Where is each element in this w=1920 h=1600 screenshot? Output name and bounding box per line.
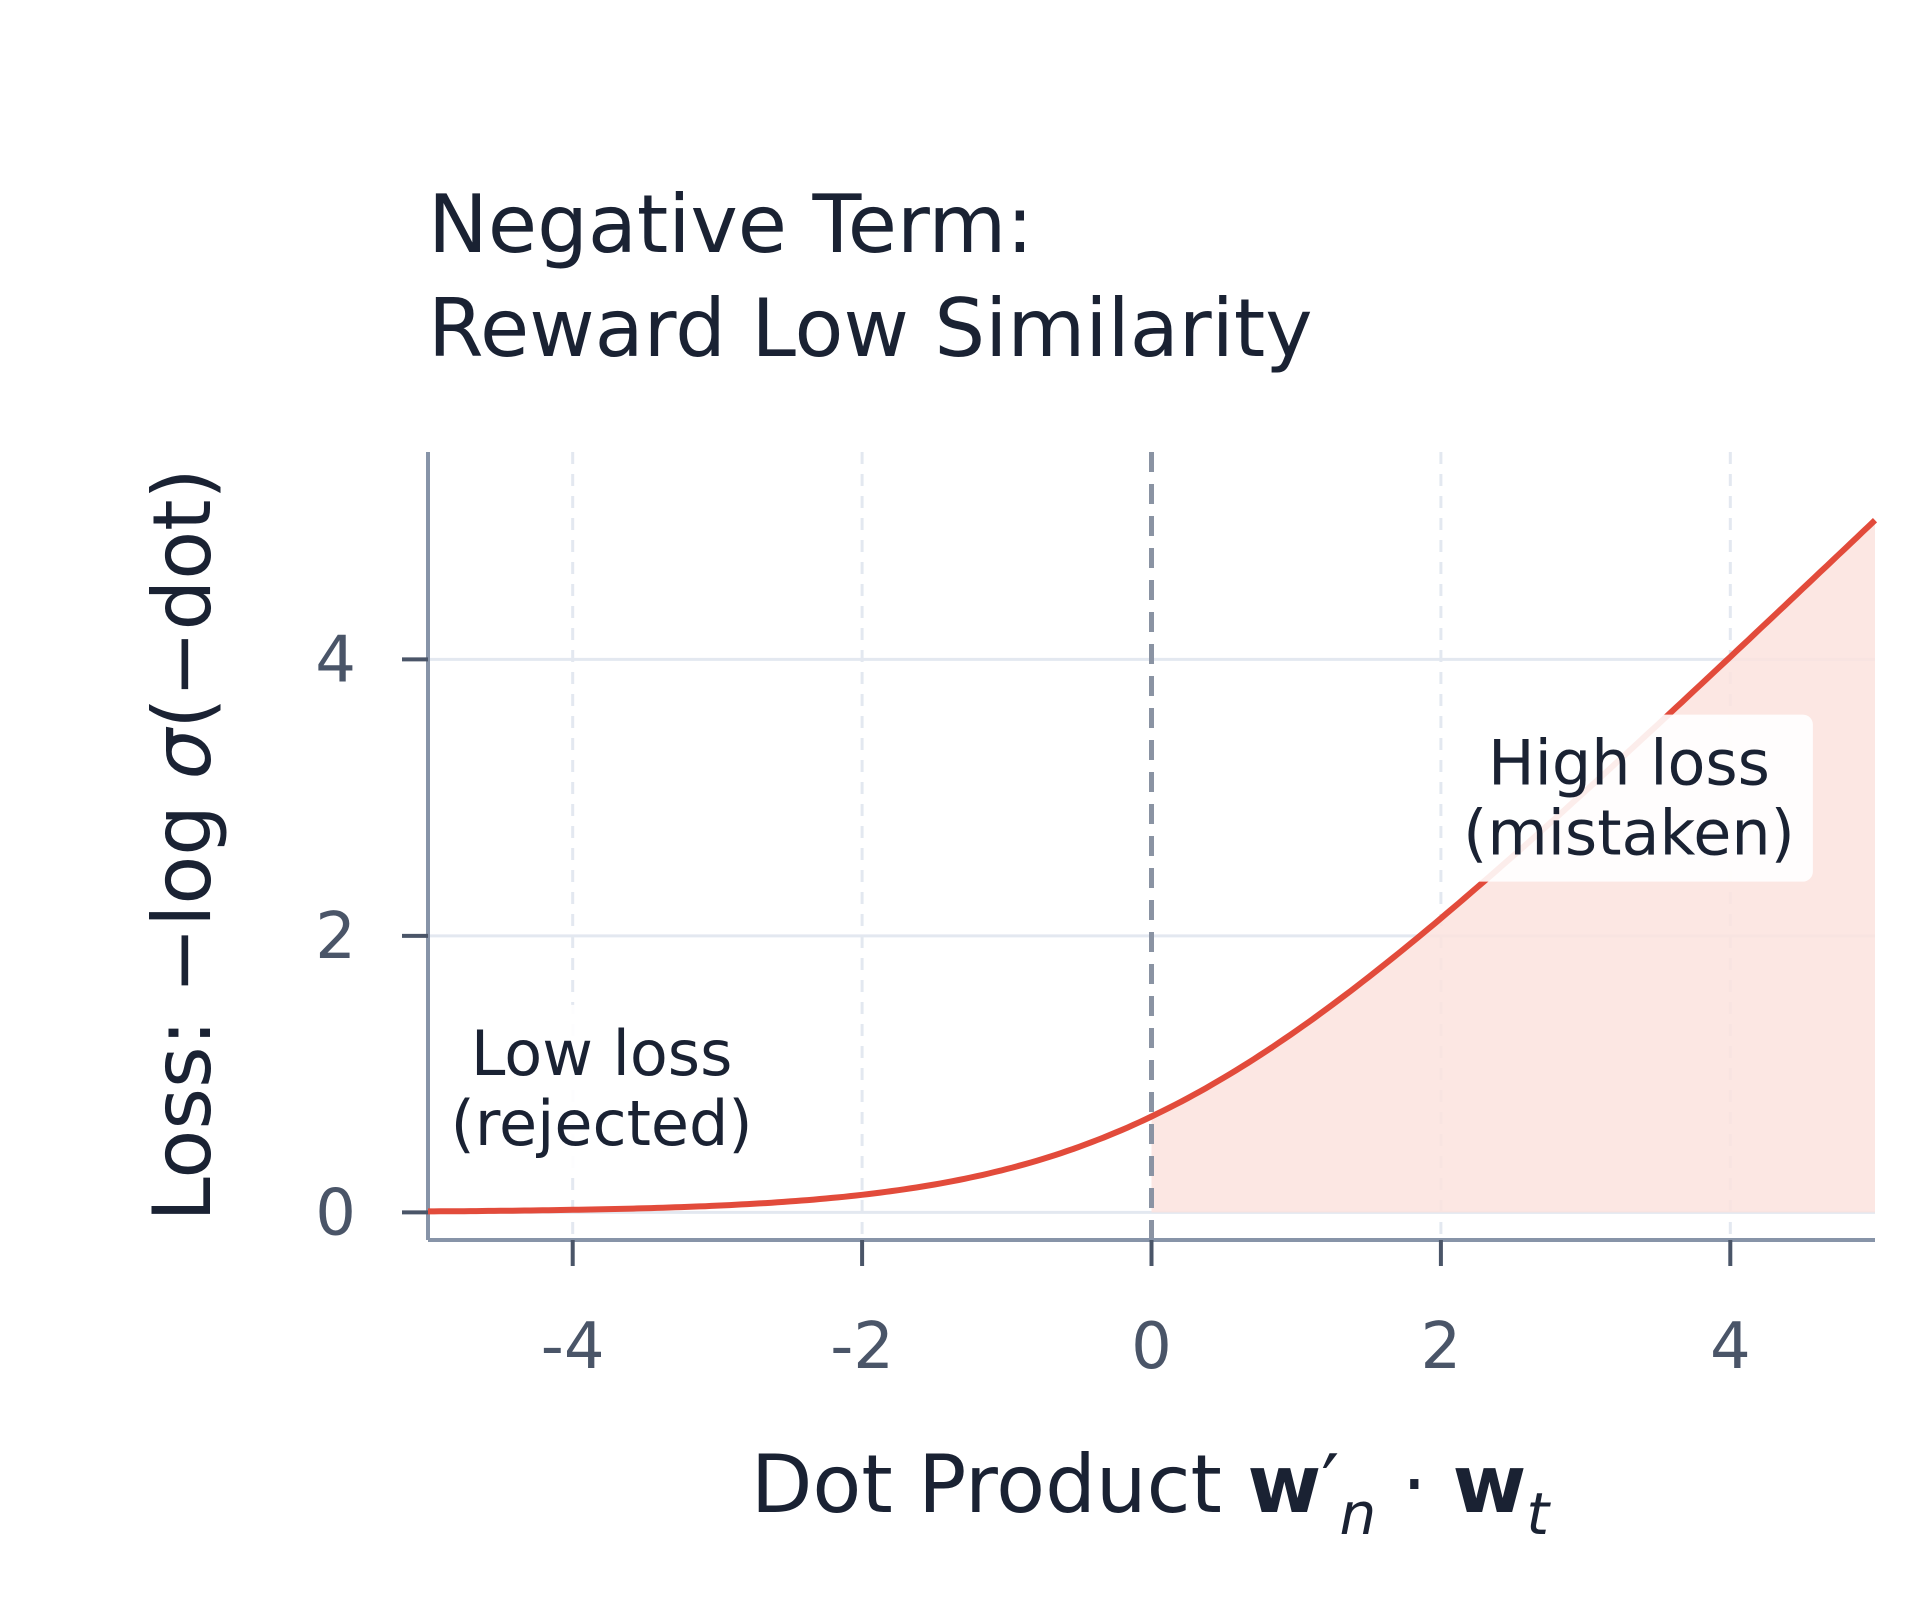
x-tick-label: -4 xyxy=(541,1310,605,1384)
annotations: Low loss(rejected) High loss(mistaken) xyxy=(432,714,1813,1172)
annotation-line: (rejected) xyxy=(451,1087,753,1160)
chart-title-line-1: Negative Term: xyxy=(428,178,1033,271)
annotation-2: High loss(mistaken) xyxy=(1445,714,1813,882)
x-tick-label: 0 xyxy=(1131,1310,1172,1384)
x-tick-label: 4 xyxy=(1710,1310,1751,1384)
x-tick-label: 2 xyxy=(1421,1310,1462,1384)
x-tick-label: -2 xyxy=(830,1310,894,1384)
chart-title-line-2: Reward Low Similarity xyxy=(428,282,1313,375)
annotation-line: Low loss xyxy=(471,1017,733,1090)
y-axis-label: Loss: −log σ(−dot) xyxy=(136,468,229,1222)
x-axis-label: Dot Product w′n · wt xyxy=(751,1438,1552,1548)
annotation-line: (mistaken) xyxy=(1463,797,1795,870)
annotation-1: Low loss(rejected) xyxy=(432,1004,771,1172)
y-tick-label: 2 xyxy=(315,900,356,974)
annotation-box xyxy=(1445,714,1813,882)
ticks: -4 -2 0 2 4 0 2 4 xyxy=(315,623,1750,1384)
y-tick-label: 4 xyxy=(315,623,356,697)
chart-title: Negative Term: Reward Low Similarity xyxy=(428,178,1313,375)
annotation-line: High loss xyxy=(1488,727,1770,800)
y-tick-label: 0 xyxy=(315,1176,356,1250)
annotation-box xyxy=(432,1004,771,1172)
